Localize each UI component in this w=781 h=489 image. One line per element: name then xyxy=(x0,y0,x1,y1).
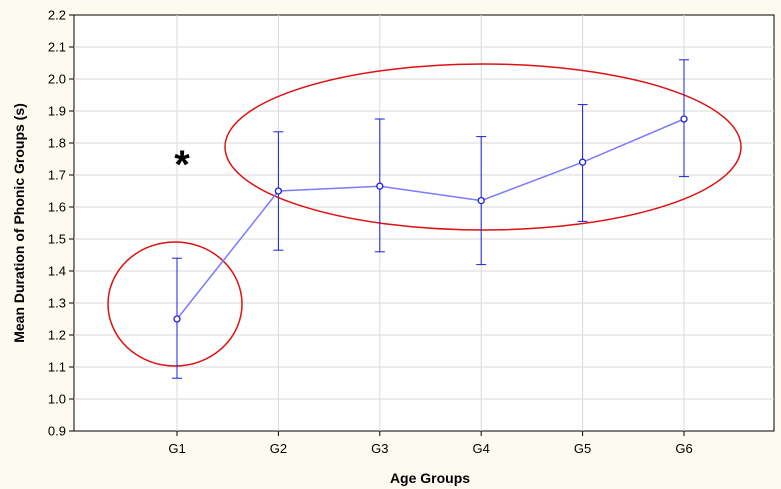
y-tick-label: 1.6 xyxy=(48,200,66,215)
data-point xyxy=(274,187,283,195)
y-tick-label: 1.4 xyxy=(48,264,66,279)
y-tick-label: 1.5 xyxy=(48,232,66,247)
significance-mark: * xyxy=(174,143,190,187)
data-point xyxy=(680,115,688,123)
x-tick-label: G2 xyxy=(270,441,287,456)
y-tick-label: 1.3 xyxy=(48,296,66,311)
y-tick-label: 0.9 xyxy=(48,424,66,439)
x-tick-label: G5 xyxy=(574,441,591,456)
tick-labels: 0.9 1.0 1.1 1.2 1.3 1.4 1.5 1.6 1.7 1.8 1.9 2.0 2.1 2… xyxy=(48,8,693,457)
y-tick-label: 1.9 xyxy=(48,104,66,119)
y-tick-label: 2.0 xyxy=(48,72,66,87)
y-tick-label: 2.2 xyxy=(48,8,66,23)
x-axis-title: Age Groups xyxy=(390,470,470,486)
y-tick-label: 1.2 xyxy=(48,328,66,343)
y-axis-title: Mean Duration of Phonic Groups (s) xyxy=(11,103,27,343)
data-layer xyxy=(172,59,689,379)
y-tick-label: 1.1 xyxy=(48,360,66,375)
x-tick-label: G6 xyxy=(675,441,692,456)
highlight-ellipses xyxy=(107,63,742,367)
y-tick-label: 1.0 xyxy=(48,392,66,407)
y-tick-label: 1.7 xyxy=(48,168,66,183)
x-tick-label: G3 xyxy=(371,441,388,456)
series-line xyxy=(176,118,685,320)
highlight-ellipse-g2-g6 xyxy=(224,63,742,231)
y-tick-label: 1.8 xyxy=(48,136,66,151)
data-point xyxy=(578,158,587,166)
x-tick-label: G4 xyxy=(473,441,490,456)
y-tick-label: 2.1 xyxy=(48,40,66,55)
highlight-ellipse-g1 xyxy=(107,241,243,367)
data-point xyxy=(477,196,485,205)
data-point xyxy=(173,315,181,323)
data-point xyxy=(376,182,384,190)
plot-area xyxy=(73,14,775,432)
x-tick-label: G1 xyxy=(168,441,185,456)
